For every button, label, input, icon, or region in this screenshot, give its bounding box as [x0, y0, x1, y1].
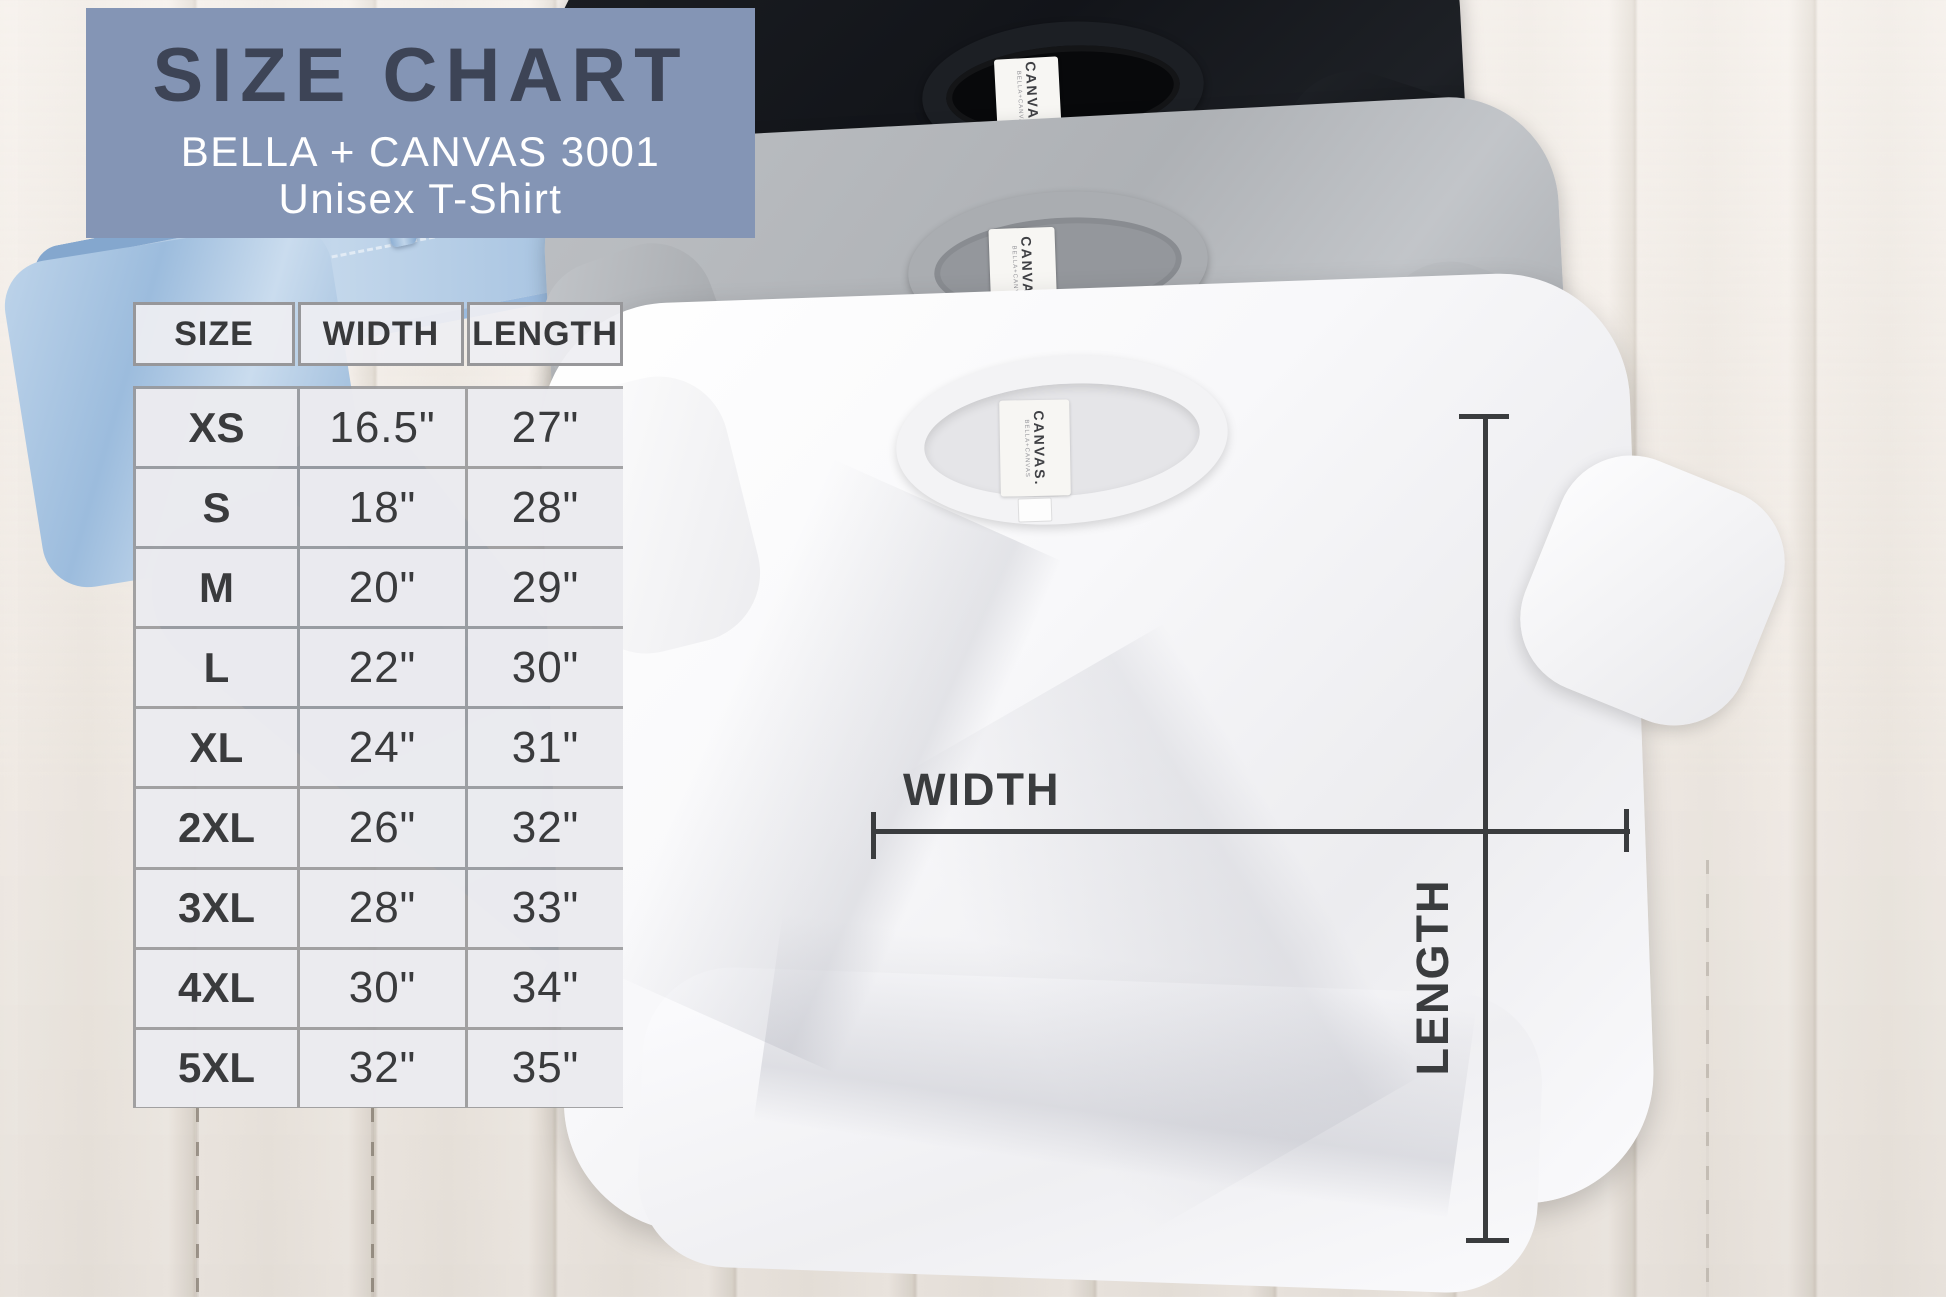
cell-size: 5XL — [136, 1029, 297, 1107]
cell-size: 2XL — [136, 789, 297, 867]
neck-tag-text: CANVAS. BELLA+CANVAS — [1022, 410, 1048, 486]
length-measure-label: LENGTH — [1407, 878, 1458, 1076]
size-table-header: SIZE WIDTH LENGTH — [133, 302, 623, 366]
length-line-bottom-cap — [1466, 1238, 1509, 1243]
cell-size: L — [136, 629, 297, 707]
cell-width: 26" — [300, 789, 465, 867]
cell-length: 31" — [468, 709, 623, 787]
cell-length: 28" — [468, 469, 623, 547]
wood-plank-seam — [196, 1108, 199, 1297]
column-header-width: WIDTH — [298, 302, 464, 366]
white-tshirt-neck-tag: CANVAS. BELLA+CANVAS — [999, 399, 1071, 497]
header-banner: SIZE CHART BELLA + CANVAS 3001 Unisex T-… — [86, 8, 755, 238]
cell-length: 34" — [468, 949, 623, 1027]
cell-width: 30" — [300, 949, 465, 1027]
length-measure-line — [1483, 416, 1488, 1243]
width-measure-label: WIDTH — [903, 764, 1061, 815]
cell-size: S — [136, 469, 297, 547]
cell-length: 29" — [468, 549, 623, 627]
width-line-left-cap — [871, 812, 876, 859]
length-measure-label-wrap: LENGTH — [1407, 879, 1459, 1076]
cell-length: 27" — [468, 389, 623, 467]
wood-plank-seam — [1706, 860, 1709, 1297]
cell-width: 18" — [300, 469, 465, 547]
banner-subtitle-line1: BELLA + CANVAS 3001 — [180, 128, 661, 175]
length-line-top-cap — [1459, 414, 1509, 419]
size-table-body: XS 16.5" 27" S 18" 28" M 20" 29" L 22" 3… — [133, 386, 623, 1108]
cell-size: XL — [136, 709, 297, 787]
banner-title: SIZE CHART — [152, 33, 689, 118]
wood-plank-seam — [371, 1108, 374, 1297]
tag-brand-label: CANVAS. — [1030, 409, 1049, 487]
cell-length: 35" — [468, 1029, 623, 1107]
cell-width: 32" — [300, 1029, 465, 1107]
cell-width: 16.5" — [300, 389, 465, 467]
cell-size: XS — [136, 389, 297, 467]
width-measure-line — [874, 829, 1630, 834]
cell-length: 33" — [468, 869, 623, 947]
column-header-size: SIZE — [133, 302, 295, 366]
cell-size: M — [136, 549, 297, 627]
cell-width: 20" — [300, 549, 465, 627]
cell-width: 22" — [300, 629, 465, 707]
cell-length: 30" — [468, 629, 623, 707]
white-tshirt-size-tab — [1017, 497, 1053, 523]
cell-size: 3XL — [136, 869, 297, 947]
cell-width: 24" — [300, 709, 465, 787]
cell-length: 32" — [468, 789, 623, 867]
cell-size: 4XL — [136, 949, 297, 1027]
width-line-right-cap — [1624, 809, 1629, 852]
banner-subtitle-line2: Unisex T-Shirt — [278, 175, 563, 223]
cell-width: 28" — [300, 869, 465, 947]
column-header-length: LENGTH — [467, 302, 623, 366]
